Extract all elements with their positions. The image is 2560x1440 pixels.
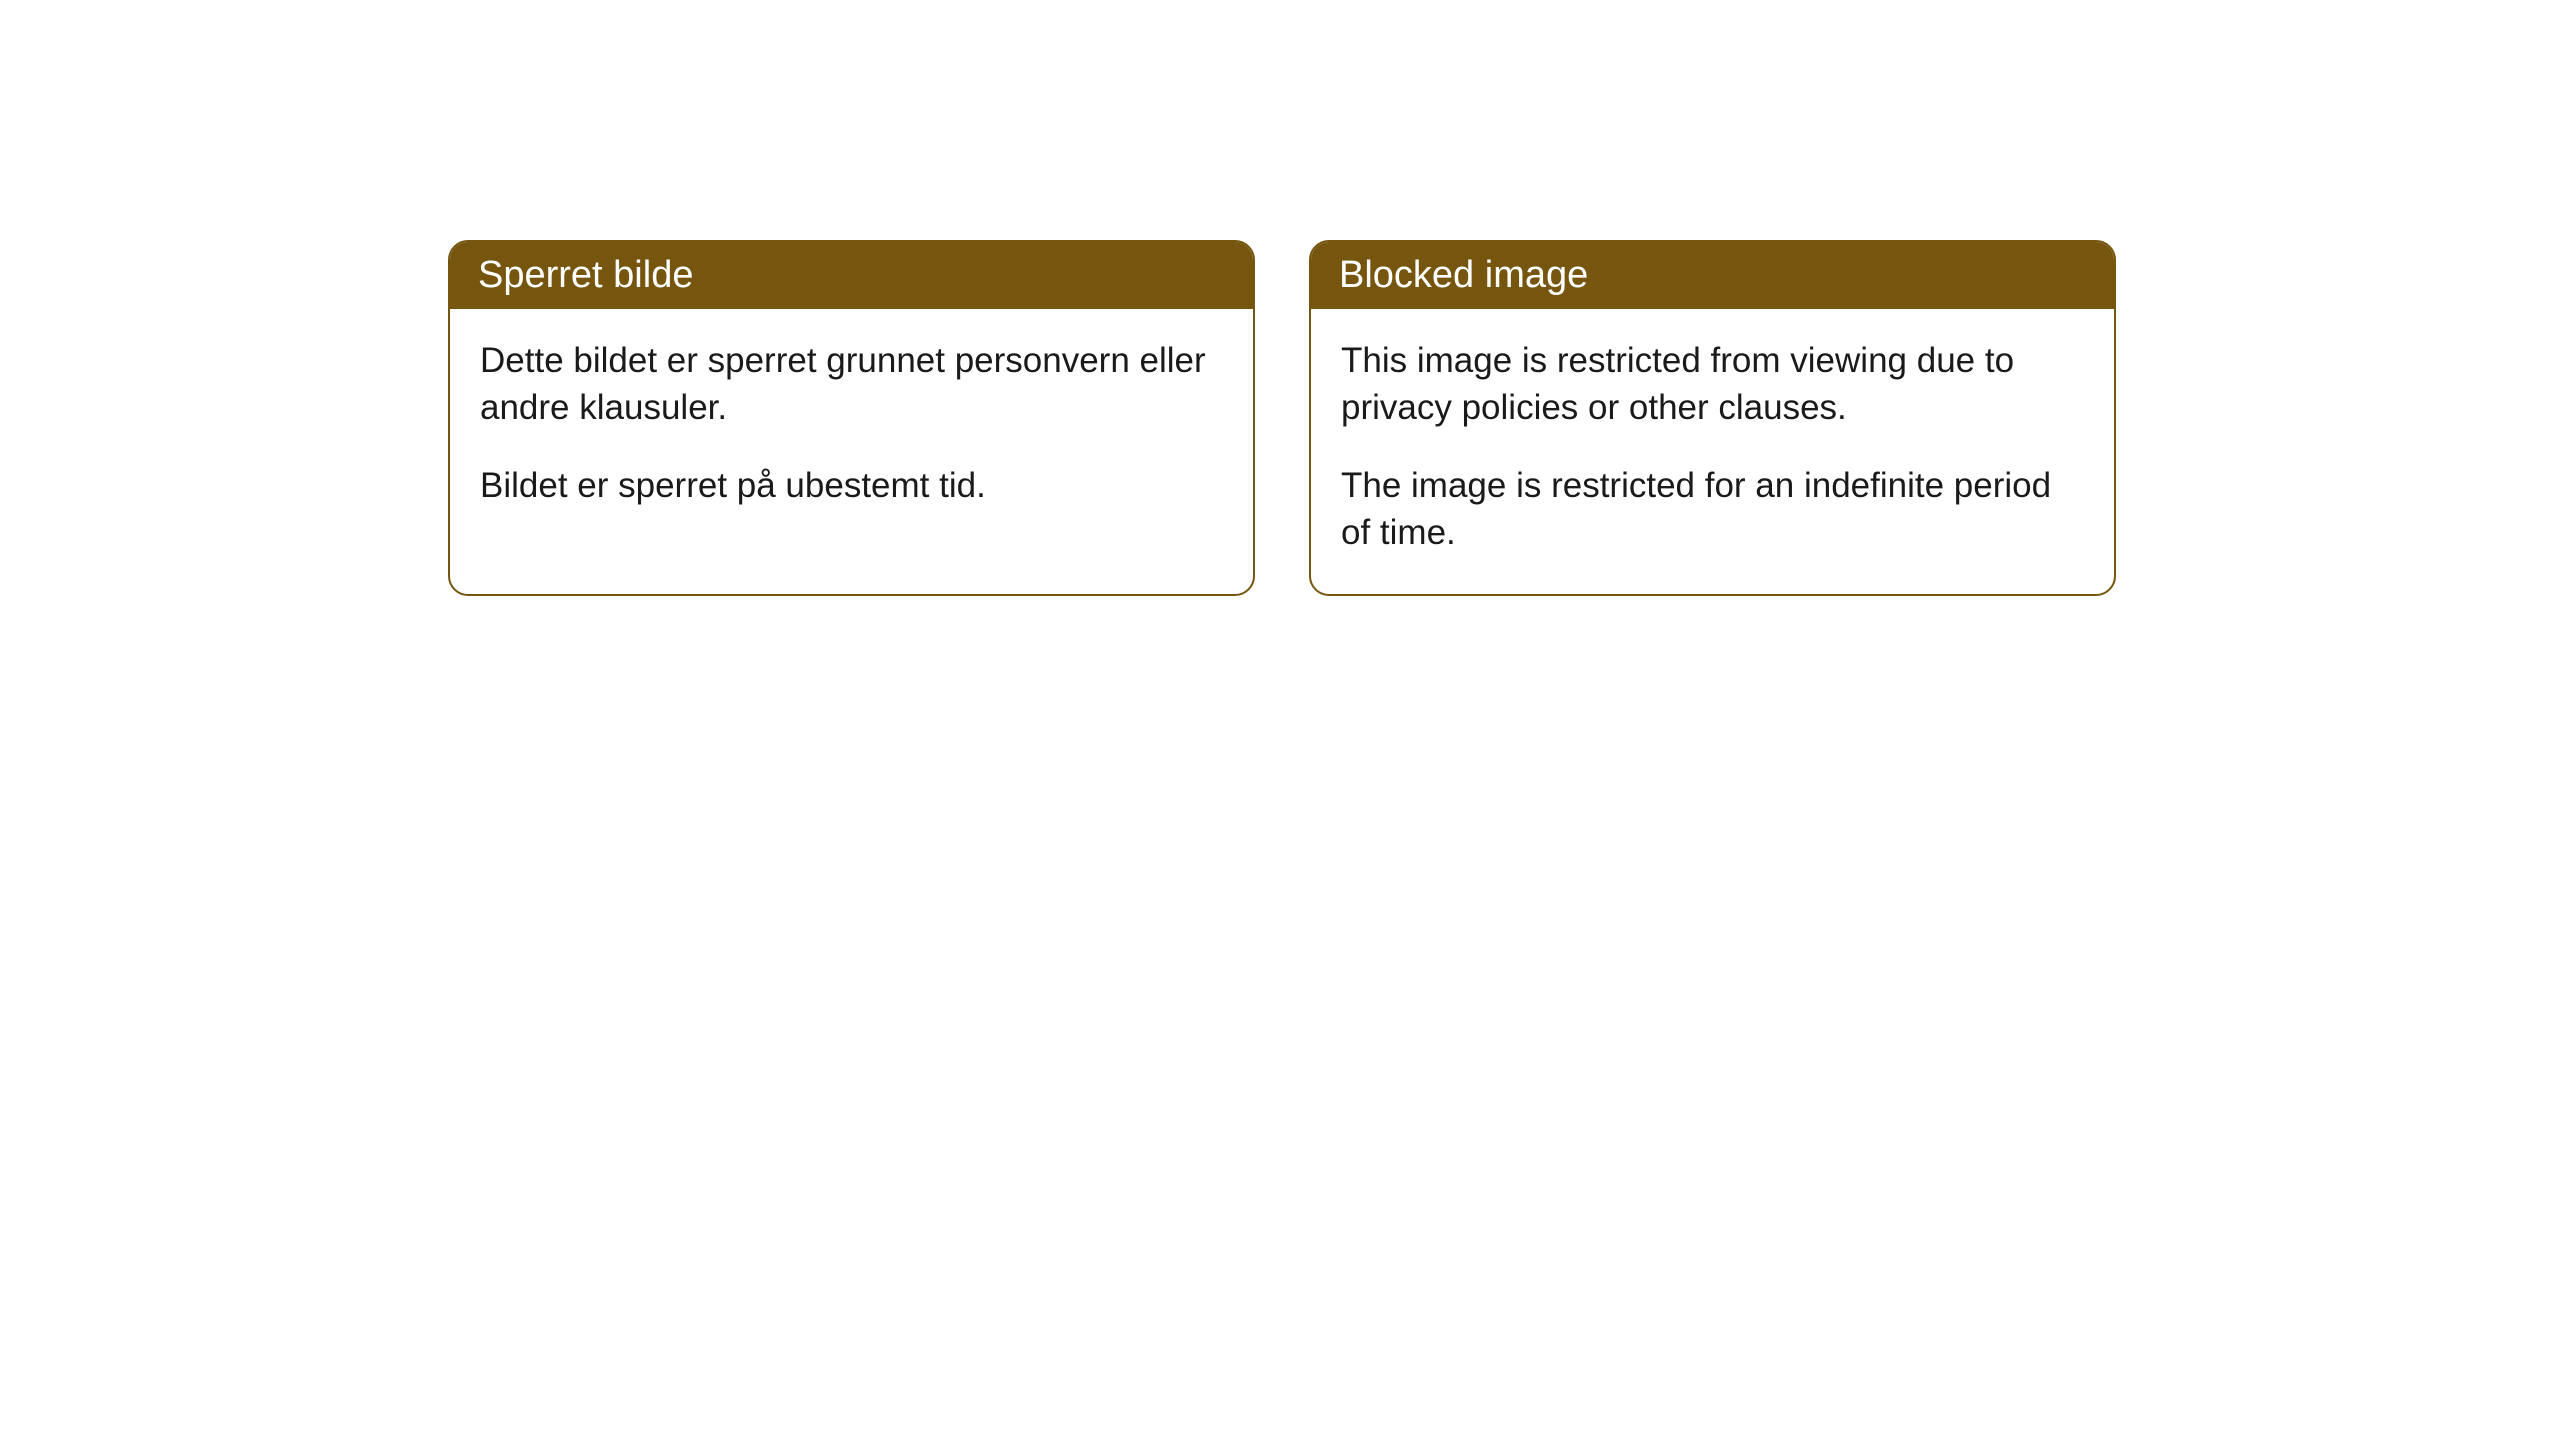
card-title: Blocked image [1339,254,1588,296]
card-body: Dette bildet er sperret grunnet personve… [450,309,1253,547]
card-paragraph: Dette bildet er sperret grunnet personve… [480,337,1223,432]
card-header: Sperret bilde [450,242,1253,309]
notice-card-norwegian: Sperret bilde Dette bildet er sperret gr… [448,240,1255,596]
card-title: Sperret bilde [478,254,693,296]
notice-cards-row: Sperret bilde Dette bildet er sperret gr… [448,240,2116,596]
card-paragraph: This image is restricted from viewing du… [1341,337,2084,432]
card-paragraph: Bildet er sperret på ubestemt tid. [480,462,1223,509]
notice-card-english: Blocked image This image is restricted f… [1309,240,2116,596]
card-body: This image is restricted from viewing du… [1311,309,2114,594]
card-header: Blocked image [1311,242,2114,309]
card-paragraph: The image is restricted for an indefinit… [1341,462,2084,557]
